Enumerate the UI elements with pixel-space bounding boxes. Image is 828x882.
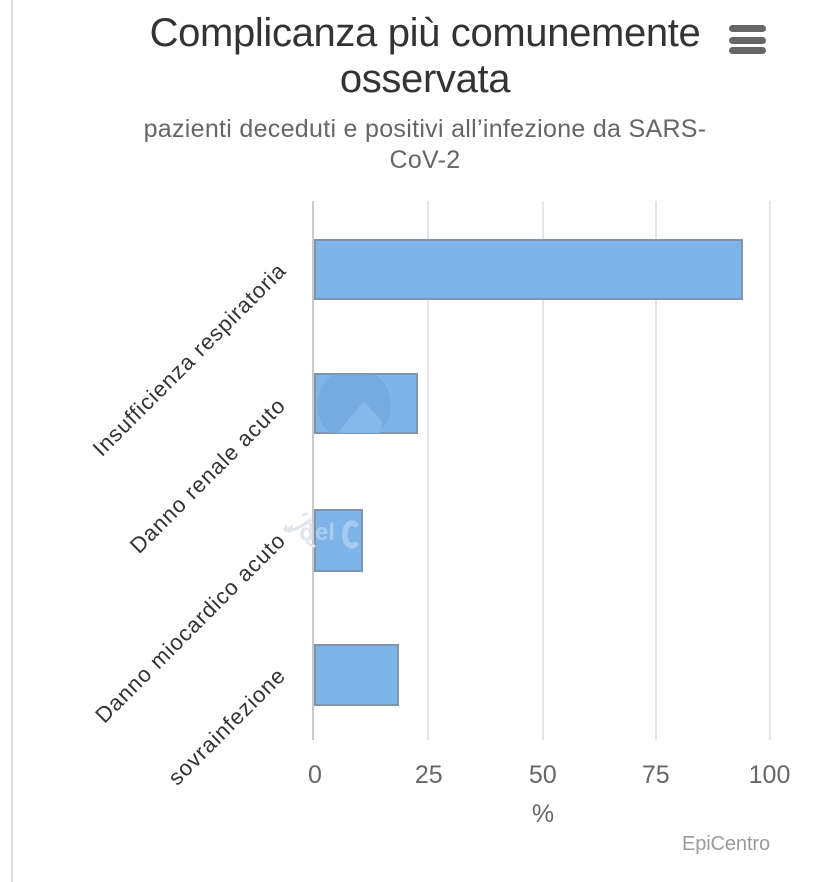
svg-text:d: d <box>300 520 315 547</box>
svg-text:el: el <box>315 519 335 546</box>
